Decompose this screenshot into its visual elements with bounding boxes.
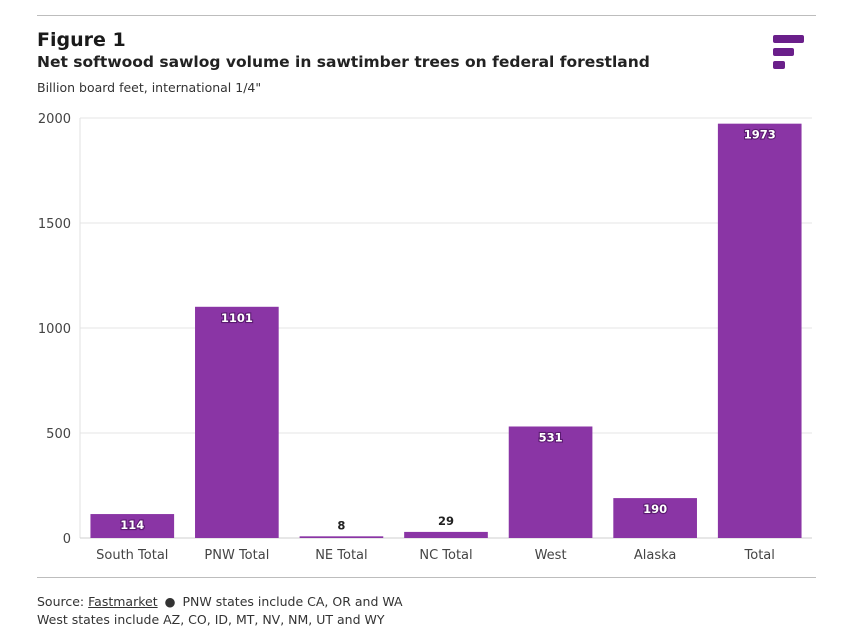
y-tick-label: 0 [63, 532, 71, 547]
source-prefix: Source: [37, 594, 85, 609]
figure-label: Figure 1 [37, 29, 126, 51]
x-tick-label: NE Total [315, 548, 367, 563]
x-tick-label: West [535, 548, 567, 563]
data-label: 114 [120, 518, 144, 532]
data-label: 1101 [221, 311, 253, 325]
y-tick-label: 500 [46, 427, 71, 442]
x-tick-label: South Total [96, 548, 168, 563]
bottom-rule [37, 577, 816, 578]
bullet-icon: ● [164, 594, 176, 609]
bar [90, 514, 175, 538]
top-rule [37, 15, 816, 16]
bar [404, 531, 488, 538]
data-label: 531 [539, 430, 563, 444]
data-label: 190 [643, 502, 667, 516]
bar [717, 123, 802, 539]
bar [195, 306, 279, 538]
fastmarkets-logo-icon [773, 35, 804, 69]
x-tick-label: Alaska [634, 548, 677, 563]
data-label: 29 [438, 514, 454, 528]
x-tick-label: NC Total [419, 548, 472, 563]
bar [299, 536, 384, 538]
x-tick-label: Total [744, 548, 775, 563]
bar [613, 498, 697, 538]
footer-source-line: Source: Fastmarket ● PNW states include … [37, 594, 403, 609]
x-tick-label: PNW Total [204, 548, 269, 563]
y-tick-label: 1500 [38, 217, 71, 232]
bar [508, 426, 593, 538]
data-label: 1973 [744, 128, 776, 142]
chart-title: Net softwood sawlog volume in sawtimber … [37, 53, 650, 71]
west-note: West states include AZ, CO, ID, MT, NV, … [37, 612, 385, 627]
y-tick-label: 2000 [38, 112, 71, 127]
chart-subtitle: Billion board feet, international 1/4" [37, 80, 262, 95]
source-link[interactable]: Fastmarket [88, 594, 158, 609]
data-label: 8 [337, 518, 345, 532]
pnw-note: PNW states include CA, OR and WA [182, 594, 403, 609]
y-tick-label: 1000 [38, 322, 71, 337]
